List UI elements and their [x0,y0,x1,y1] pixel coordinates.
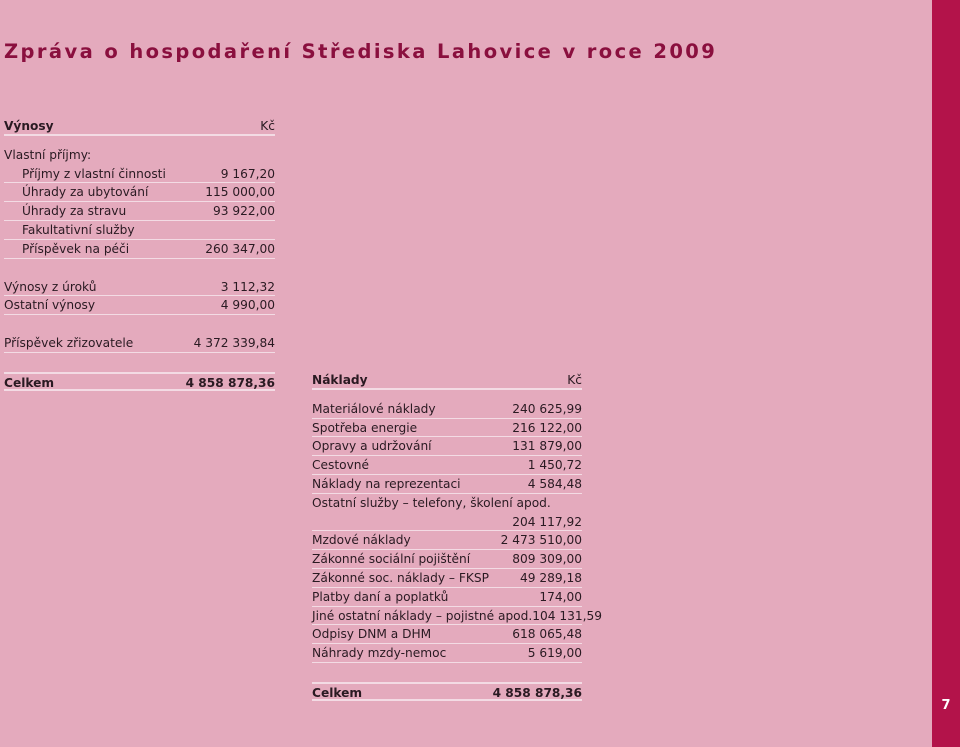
table-row: Zákonné sociální pojištění 809 309,00 [312,550,582,569]
costs-header: Náklady Kč [312,371,582,390]
row-value: 4 990,00 [220,298,275,313]
table-row: Mzdové náklady 2 473 510,00 [312,531,582,551]
table-row: Úhrady za stravu 93 922,00 [4,202,275,221]
income-heading: Výnosy [4,119,54,133]
row-value: 115 000,00 [205,185,275,200]
income-total-label: Celkem [4,375,55,390]
row-label: Ostatní výnosy [4,298,96,313]
row-value: 5 619,00 [527,646,582,661]
table-row: Fakultativní služby [4,221,275,240]
row-value: 260 347,00 [205,241,275,256]
table-row: Spotřeba energie 216 122,00 [312,419,582,438]
row-value: 1 450,72 [527,458,582,473]
table-row: Ostatní výnosy 4 990,00 [4,296,275,316]
row-label: Opravy a udržování [312,439,432,454]
services-value: 204 117,92 [512,514,582,529]
table-row: Výnosy z úroků 3 112,32 [4,278,275,297]
row-value: 618 065,48 [512,627,582,642]
costs-table: Náklady Kč Materiálové náklady 240 625,99… [312,371,602,701]
costs-list-a: Materiálové náklady 240 625,99 Spotřeba en… [312,400,582,494]
other-income-list: Výnosy z úroků 3 112,32 Ostatní výnosy 4 99… [4,278,275,316]
row-label: Fakultativní služby [22,222,135,237]
table-row: Materiálové náklady 240 625,99 [312,400,582,419]
row-label: Náhrady mzdy-nemoc [312,646,447,661]
income-header: Výnosy Kč [4,117,275,136]
table-row: Zákonné soc. náklady – FKSP 49 289,18 [312,569,582,588]
row-label: Zákonné sociální pojištění [312,552,471,567]
row-value: 4 584,48 [527,476,582,491]
own-income-label: Vlastní příjmy: [4,147,92,162]
page-number: 7 [941,698,951,713]
row-value: 131 879,00 [512,439,582,454]
table-row: Náhrady mzdy-nemoc 5 619,00 [312,644,582,663]
costs-unit: Kč [567,373,582,387]
row-label: Zákonné soc. náklady – FKSP [312,570,489,585]
row-label: Výnosy z úroků [4,279,97,294]
row-label: Úhrady za ubytování [22,185,149,200]
table-row: Odpisy DNM a DHM 618 065,48 [312,625,582,645]
row-label: Materiálové náklady [312,401,436,416]
own-income-list: Příjmy z vlastní činnosti 9 167,20 Úhrady … [4,165,275,259]
row-value: 240 625,99 [512,401,582,416]
table-row: Jiné ostatní náklady – pojistné apod. 104… [312,607,602,626]
table-row: Platby daní a poplatků 174,00 [312,588,582,607]
founder-value: 4 372 339,84 [193,336,275,351]
row-value: 809 309,00 [512,552,582,567]
row-label: Příspěvek na péči [22,241,130,256]
row-label: Náklady na reprezentaci [312,476,461,491]
row-label: Úhrady za stravu [22,204,127,219]
founder-label: Příspěvek zřizovatele [4,336,134,351]
row-label: Mzdové náklady [312,533,411,548]
page-title: Zpráva o hospodaření Střediska Lahovice … [4,40,718,63]
table-row: Příspěvek na péči 260 347,00 [4,240,275,259]
row-value: 49 289,18 [519,570,582,585]
costs-list-b: Mzdové náklady 2 473 510,00 Zákonné sociál… [312,531,602,663]
table-row: Náklady na reprezentaci 4 584,48 [312,475,582,494]
costs-total-label: Celkem [312,685,363,700]
row-label: Jiné ostatní náklady – pojistné apod. [312,608,533,623]
income-total-value: 4 858 878,36 [185,375,275,390]
accent-side-bar [932,0,960,747]
income-unit: Kč [260,119,275,133]
row-label: Platby daní a poplatků [312,589,449,604]
costs-total-value: 4 858 878,36 [492,685,582,700]
income-total-row: Celkem 4 858 878,36 [4,371,275,391]
table-row: Opravy a udržování 131 879,00 [312,437,582,457]
row-label: Příjmy z vlastní činnosti [22,166,166,181]
table-row: Cestovné 1 450,72 [312,456,582,475]
row-value: 2 473 510,00 [500,533,582,548]
costs-heading: Náklady [312,373,368,387]
row-value: 93 922,00 [212,204,275,219]
costs-total-row: Celkem 4 858 878,36 [312,681,582,701]
services-label: Ostatní služby – telefony, školení apod. [312,495,551,510]
row-value: 174,00 [539,589,582,604]
row-value: 9 167,20 [220,166,275,181]
founder-row: Příspěvek zřizovatele 4 372 339,84 [4,334,275,353]
table-row: Úhrady za ubytování 115 000,00 [4,183,275,203]
services-row: Ostatní služby – telefony, školení apod.… [312,494,582,532]
row-value: 3 112,32 [220,279,275,294]
row-label: Cestovné [312,458,370,473]
row-label: Spotřeba energie [312,420,418,435]
row-value: 104 131,59 [532,608,603,623]
row-value: 216 122,00 [512,420,582,435]
table-row: Příjmy z vlastní činnosti 9 167,20 [4,165,275,184]
income-table: Výnosy Kč Vlastní příjmy: Příjmy z vlast… [4,117,275,391]
row-label: Odpisy DNM a DHM [312,627,432,642]
own-income-label-row: Vlastní příjmy: [4,146,275,165]
